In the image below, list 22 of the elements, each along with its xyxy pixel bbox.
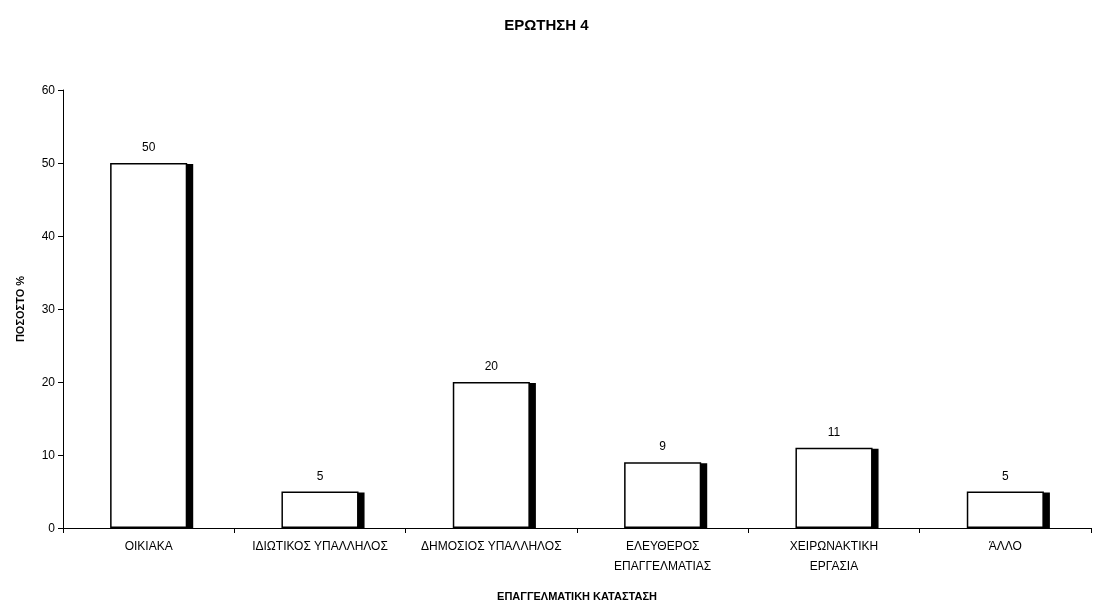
data-label: 5 (1001, 468, 1009, 483)
data-label: 50 (141, 140, 156, 154)
x-tick-label: ΕΛΕΥΘΕΡΟΣ ΕΠΑΓΓΕΛΜΑΤΙΑΣ (614, 539, 712, 573)
x-axis-title: ΕΠΑΓΓΕΛΜΑΤΙΚΗ ΚΑΤΑΣΤΑΣΗ (497, 589, 657, 602)
y-axis-title: ΠΟΣΟΣΤΟ % (13, 275, 26, 343)
x-tick-label: ΙΔΙΩΤΙΚΟΣ ΥΠΑΛΛΗΛΟΣ (252, 539, 388, 553)
x-tick-label: ΔΗΜΟΣΙΟΣ ΥΠΑΛΛΗΛΟΣ (421, 539, 562, 553)
y-tick-label: 50 (41, 156, 56, 170)
y-tick-label: 30 (41, 302, 56, 316)
x-tick-label: ΟΙΚΙΑΚΑ (124, 539, 173, 553)
data-label: 5 (316, 468, 324, 483)
y-tick-label: 40 (41, 229, 56, 243)
data-label: 11 (827, 424, 841, 439)
y-tick-label: 20 (41, 375, 56, 389)
y-tick-label: 10 (41, 448, 56, 462)
chart-title: ΕΡΩΤΗΣΗ 4 (504, 16, 590, 33)
data-label: 9 (659, 439, 667, 454)
y-tick-label: 60 (41, 83, 56, 97)
data-label: 20 (484, 359, 499, 373)
x-tick-label: ΧΕΙΡΩΝΑΚΤΙΚΗ ΕΡΓΑΣΙΑ (789, 539, 879, 573)
x-tick-label: ΆΛΛΟ (988, 539, 1022, 553)
y-tick-label: 0 (48, 521, 56, 535)
